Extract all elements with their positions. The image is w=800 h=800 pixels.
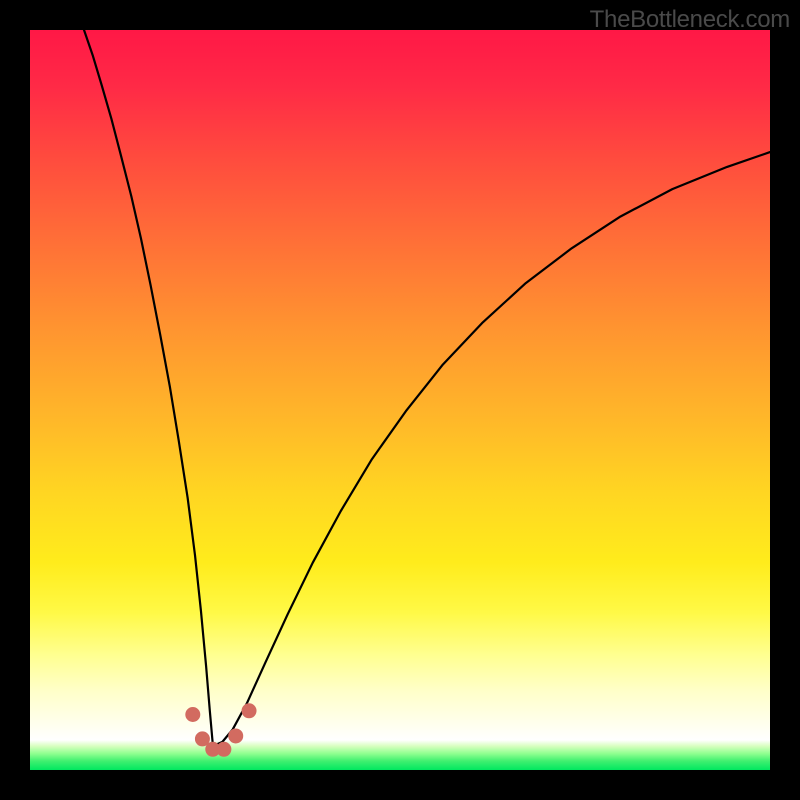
curve-marker xyxy=(195,732,209,746)
curve-marker xyxy=(186,708,200,722)
watermark-text: TheBottleneck.com xyxy=(590,6,790,34)
curve-marker xyxy=(242,704,256,718)
plot-svg-overlay xyxy=(0,0,800,800)
curve-marker xyxy=(229,729,243,743)
bottleneck-curve xyxy=(84,30,770,744)
curve-marker xyxy=(217,742,231,756)
